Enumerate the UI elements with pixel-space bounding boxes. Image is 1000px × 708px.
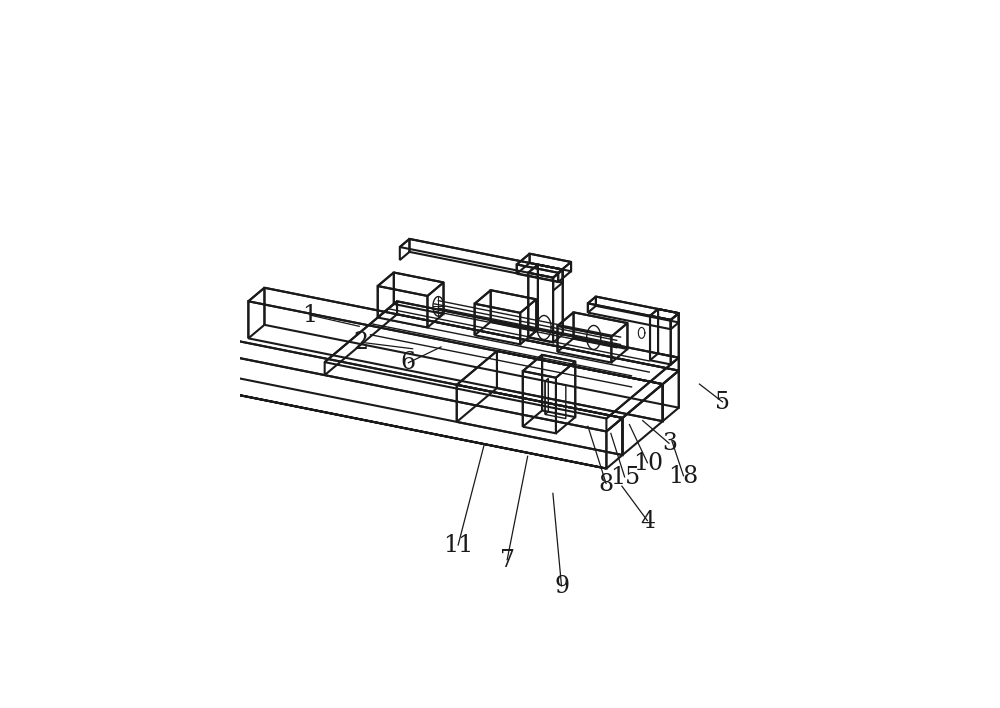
Text: 11: 11 (443, 534, 473, 557)
Text: 18: 18 (669, 465, 699, 488)
Text: 9: 9 (554, 575, 569, 598)
Text: 2: 2 (353, 331, 369, 354)
Text: 7: 7 (500, 549, 515, 572)
Text: 8: 8 (599, 472, 614, 496)
Text: 1: 1 (302, 304, 317, 326)
Text: 15: 15 (610, 466, 640, 489)
Text: 3: 3 (662, 432, 677, 455)
Text: 4: 4 (640, 510, 655, 532)
Text: 5: 5 (715, 391, 730, 413)
Text: 10: 10 (633, 452, 663, 475)
Text: 6: 6 (400, 351, 415, 375)
